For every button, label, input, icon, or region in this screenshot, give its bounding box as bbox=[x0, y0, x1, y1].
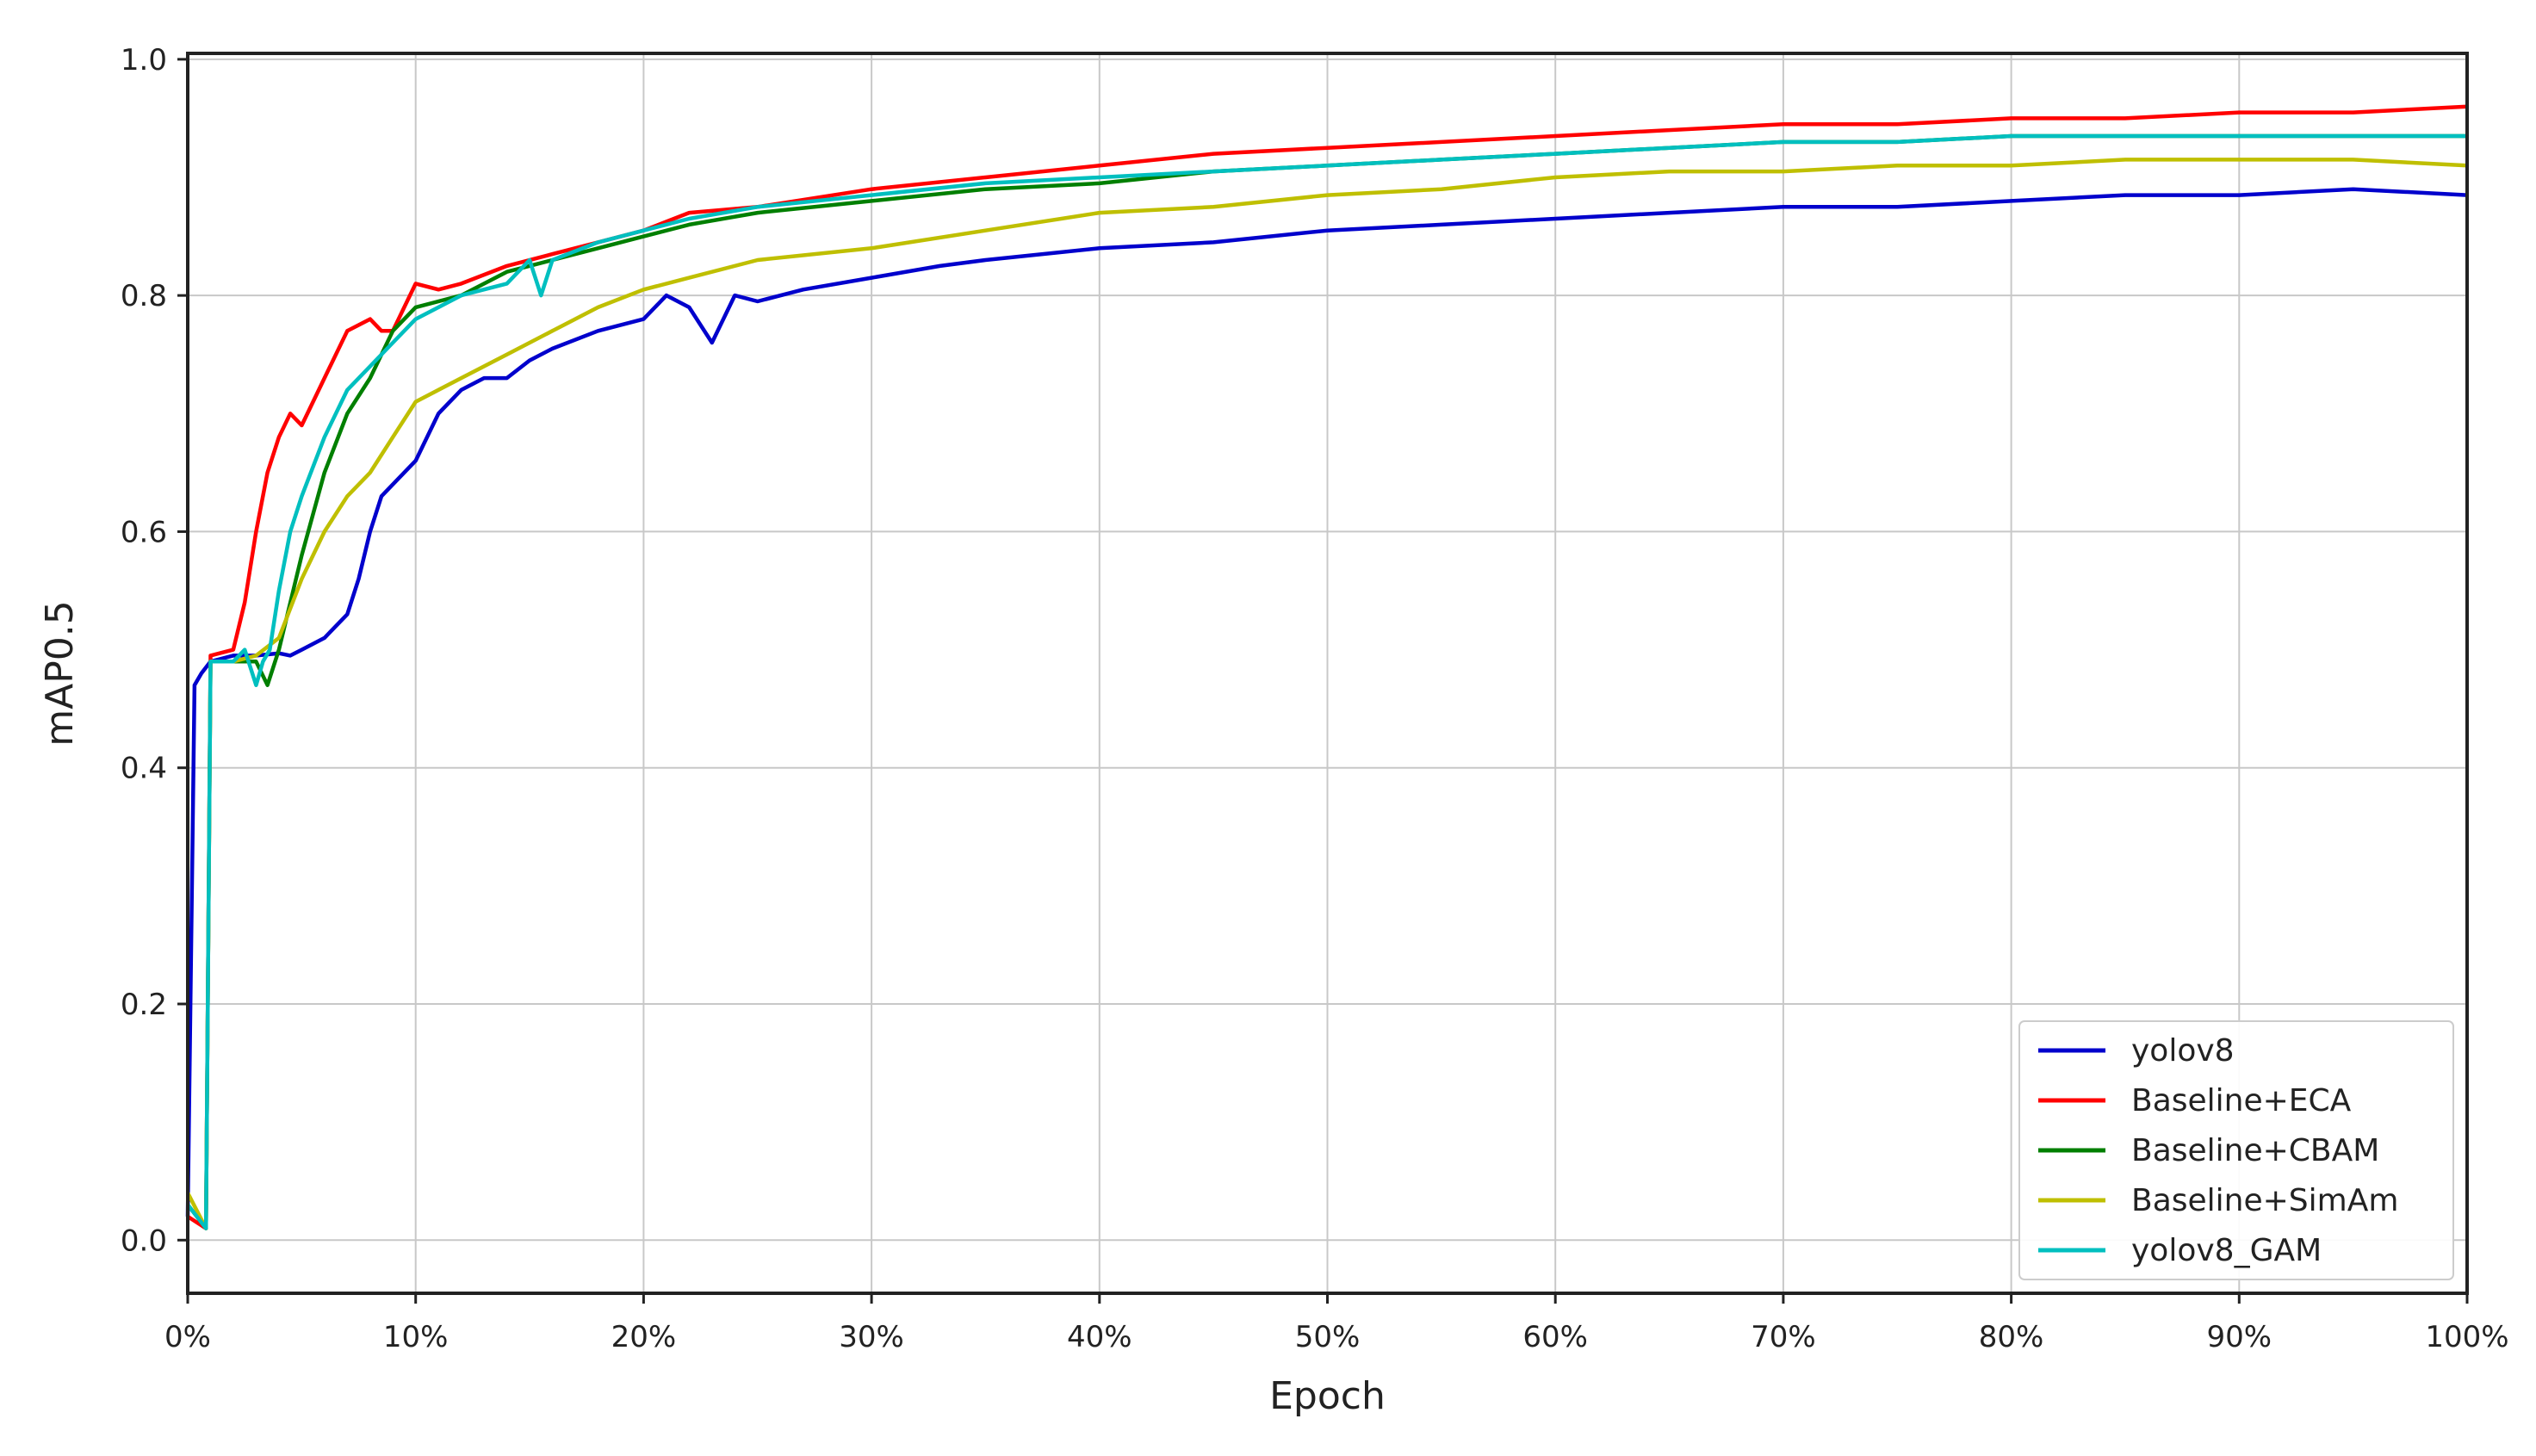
y-tick-label: 0.2 bbox=[121, 988, 167, 1022]
x-axis-label: Epoch bbox=[1269, 1374, 1386, 1418]
legend: yolov8 Baseline+ECA Baseline+CBAM Baseline+… bbox=[2018, 1020, 2454, 1280]
legend-label: Baseline+CBAM bbox=[2131, 1133, 2379, 1168]
x-tick-label: 20% bbox=[611, 1320, 677, 1354]
y-tick-label: 0.4 bbox=[121, 752, 167, 786]
y-tick-label: 0.6 bbox=[121, 515, 167, 549]
x-tick-label: 90% bbox=[2207, 1320, 2272, 1354]
x-tick-label: 0% bbox=[164, 1320, 211, 1354]
x-tick-label: 40% bbox=[1067, 1320, 1132, 1354]
x-tick-label: 100% bbox=[2425, 1320, 2508, 1354]
y-tick-label: 0.0 bbox=[121, 1224, 167, 1258]
series-lines bbox=[185, 104, 2468, 1230]
legend-label: Baseline+ECA bbox=[2131, 1083, 2352, 1118]
x-tick-label: 30% bbox=[839, 1320, 904, 1354]
axis-ticks: 0% 10% 20% 30% 40% 50% 60% 70% 80% 90% 100% 0.0 0.2 0… bbox=[121, 43, 2509, 1354]
series-line-1 bbox=[186, 104, 2468, 1230]
legend-label: yolov8 bbox=[2131, 1033, 2235, 1069]
x-tick-label: 10% bbox=[383, 1320, 449, 1354]
legend-label: yolov8_GAM bbox=[2131, 1233, 2322, 1268]
x-tick-label: 60% bbox=[1522, 1320, 1588, 1354]
y-tick-label: 1.0 bbox=[121, 43, 167, 77]
x-tick-label: 80% bbox=[1979, 1320, 2044, 1354]
series-line-4 bbox=[186, 133, 2467, 1230]
legend-box bbox=[2018, 1020, 2454, 1280]
x-tick-label: 50% bbox=[1295, 1320, 1361, 1354]
x-tick-label: 70% bbox=[1751, 1320, 1816, 1354]
y-axis-label: mAP0.5 bbox=[38, 600, 82, 746]
series-line-3 bbox=[185, 158, 2468, 1230]
legend-label: Baseline+SimAm bbox=[2131, 1183, 2398, 1218]
series-line-0 bbox=[185, 187, 2468, 1217]
y-tick-label: 0.8 bbox=[121, 279, 167, 313]
